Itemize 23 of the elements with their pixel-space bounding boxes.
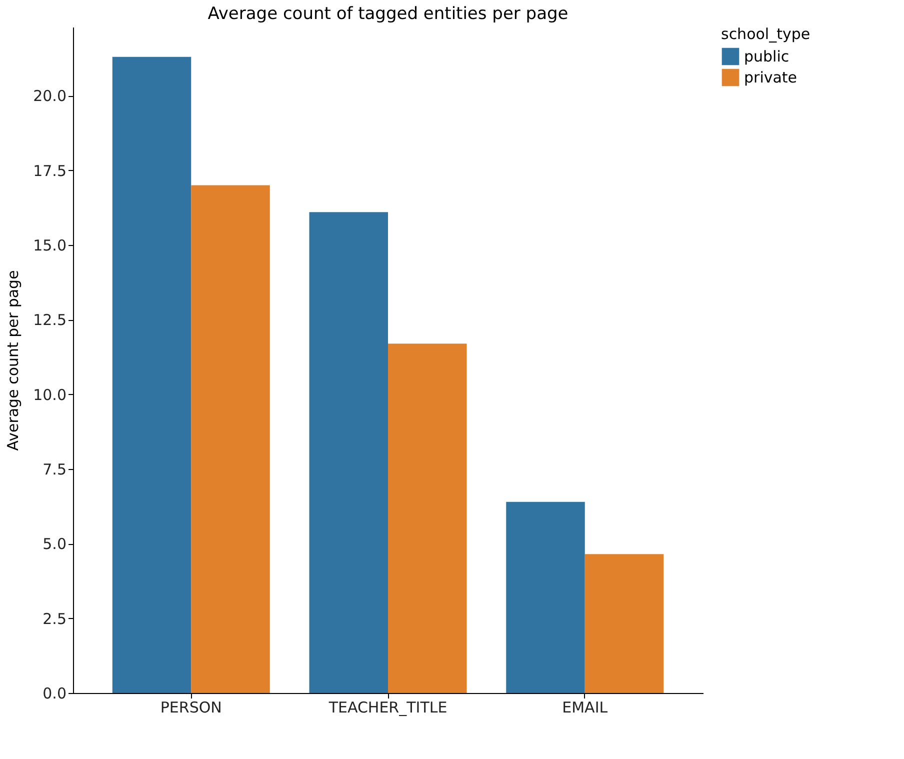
y-tick-label: 10.0 [33,386,66,404]
bar [506,502,585,693]
legend-label: private [744,68,798,86]
bar [388,344,467,693]
x-tick-label: PERSON [160,698,222,716]
x-tick-label: TEACHER_TITLE [328,698,448,716]
bar [309,212,388,693]
y-axis-title: Average count per page [4,270,22,451]
bar [191,185,270,693]
y-tick-label: 2.5 [42,610,66,628]
legend-title: school_type [721,25,810,43]
x-tick-label: EMAIL [562,698,608,716]
bar [584,554,664,693]
y-tick-label: 15.0 [33,236,66,255]
bar [112,56,192,693]
y-tick-label: 7.5 [42,460,66,479]
y-tick-label: 12.5 [33,311,66,330]
y-tick-label: 20.0 [33,87,66,106]
legend-label: public [744,48,790,66]
y-tick-label: 17.5 [33,162,66,180]
chart-title: Average count of tagged entities per page [208,4,568,24]
y-tick-label: 0.0 [42,684,66,702]
y-tick-label: 5.0 [42,535,66,554]
